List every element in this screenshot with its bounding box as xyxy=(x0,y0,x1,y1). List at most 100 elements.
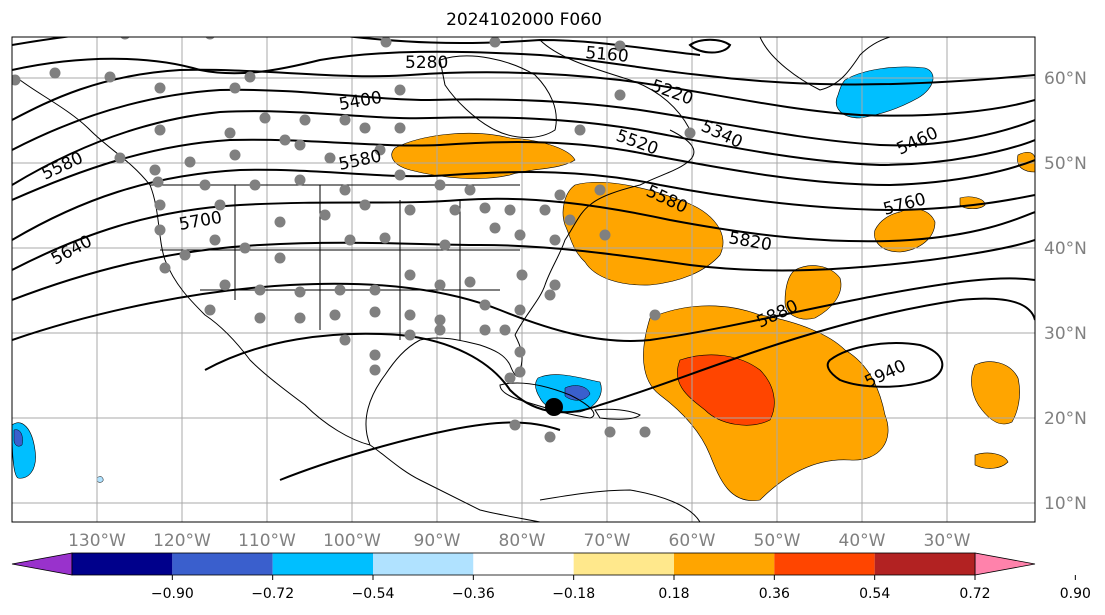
station-dot xyxy=(244,71,256,83)
station-dot xyxy=(594,184,606,196)
station-dot xyxy=(614,89,626,101)
station-dot xyxy=(259,112,271,124)
station-dot xyxy=(684,127,696,139)
lat-label: 50°N xyxy=(1044,154,1087,174)
station-dot xyxy=(434,179,446,191)
station-dot xyxy=(152,176,164,188)
station-dot xyxy=(339,334,351,346)
colorbar-segment xyxy=(272,553,373,575)
station-dot xyxy=(394,122,406,134)
station-dot xyxy=(229,82,241,94)
lon-label: 100°W xyxy=(323,531,381,551)
station-dot xyxy=(114,152,126,164)
station-dot xyxy=(489,222,501,234)
station-dot xyxy=(359,199,371,211)
colorbar-segment xyxy=(674,553,775,575)
station-dot xyxy=(516,269,528,281)
colorbar-segment xyxy=(373,553,474,575)
colorbar-tick-label: −0.54 xyxy=(352,586,395,602)
station-dot xyxy=(339,184,351,196)
contour-label: 5160 xyxy=(585,43,630,67)
station-dot xyxy=(359,122,371,134)
station-dot xyxy=(499,324,511,336)
station-dot xyxy=(299,114,311,126)
station-dot xyxy=(439,239,451,251)
station-dot xyxy=(104,71,116,83)
colorbar-tick-label: 0.54 xyxy=(859,586,890,602)
station-dot xyxy=(479,202,491,214)
station-dot xyxy=(294,286,306,298)
lon-label: 40°W xyxy=(839,531,886,551)
colorbar-extend-high xyxy=(974,552,1036,576)
station-dot xyxy=(479,299,491,311)
station-dot xyxy=(254,284,266,296)
station-dot xyxy=(649,309,661,321)
station-dot xyxy=(254,312,266,324)
colorbar-tick-label: −0.18 xyxy=(552,586,595,602)
station-dot xyxy=(479,324,491,336)
station-dot xyxy=(434,314,446,326)
lat-label: 10°N xyxy=(1044,494,1087,514)
station-dot xyxy=(344,234,356,246)
station-dot xyxy=(369,364,381,376)
station-dot xyxy=(464,276,476,288)
station-dot xyxy=(604,426,616,438)
station-dot xyxy=(574,124,586,136)
station-dot xyxy=(434,279,446,291)
lon-label: 130°W xyxy=(68,531,126,551)
lat-label: 20°N xyxy=(1044,409,1087,429)
station-dot xyxy=(219,279,231,291)
station-dot xyxy=(554,189,566,201)
station-dot xyxy=(599,229,611,241)
lon-label: 80°W xyxy=(499,531,546,551)
station-dot xyxy=(179,249,191,261)
station-dot xyxy=(274,252,286,264)
colorbar: −0.90 −0.72 −0.54 −0.36 −0.18 0.18 0.36 0.54 0.7… xyxy=(11,552,1091,602)
colorbar-segment xyxy=(874,553,975,575)
station-dot xyxy=(549,279,561,291)
lon-label: 50°W xyxy=(754,531,801,551)
lon-label: 70°W xyxy=(584,531,631,551)
station-dot xyxy=(489,37,501,48)
station-dot xyxy=(184,156,196,168)
station-dot xyxy=(324,152,336,164)
colorbar-tick-label: −0.72 xyxy=(251,586,294,602)
station-dot xyxy=(544,431,556,443)
station-dot xyxy=(434,324,446,336)
station-dot xyxy=(154,82,166,94)
station-dot xyxy=(404,204,416,216)
station-dot xyxy=(394,84,406,96)
station-dot xyxy=(279,134,291,146)
station-dot xyxy=(214,199,226,211)
station-dot xyxy=(544,289,556,301)
colorbar-tick-label: 0.18 xyxy=(658,586,689,602)
colorbar-tick-label: 0.90 xyxy=(1060,586,1091,602)
station-dot xyxy=(514,346,526,358)
storm-center-marker xyxy=(545,398,563,416)
map-frame xyxy=(11,36,1036,523)
lon-label: 110°W xyxy=(238,531,296,551)
colorbar-tick-label: 0.36 xyxy=(759,586,790,602)
station-dot xyxy=(564,214,576,226)
graticule xyxy=(12,37,1035,522)
station-dot xyxy=(120,37,130,40)
station-dot xyxy=(449,204,461,216)
station-dot xyxy=(404,309,416,321)
station-dot xyxy=(464,184,476,196)
station-dot xyxy=(49,67,61,79)
station-dot xyxy=(539,204,551,216)
station-dot xyxy=(199,179,211,191)
station-dot xyxy=(205,37,215,40)
station-dot xyxy=(404,269,416,281)
station-dot xyxy=(334,284,346,296)
latitude-labels: 60°N 50°N 40°N 30°N 20°N 10°N xyxy=(1044,69,1087,514)
station-dot xyxy=(239,242,251,254)
station-dot xyxy=(294,174,306,186)
station-dot xyxy=(159,262,171,274)
colorbar-segment xyxy=(72,553,173,575)
colorbar-tick-label: −0.36 xyxy=(452,586,495,602)
colorbar-tick-label: 0.72 xyxy=(959,586,990,602)
lat-label: 40°N xyxy=(1044,239,1087,259)
colorbar-segment xyxy=(473,553,574,575)
station-dot xyxy=(509,419,521,431)
